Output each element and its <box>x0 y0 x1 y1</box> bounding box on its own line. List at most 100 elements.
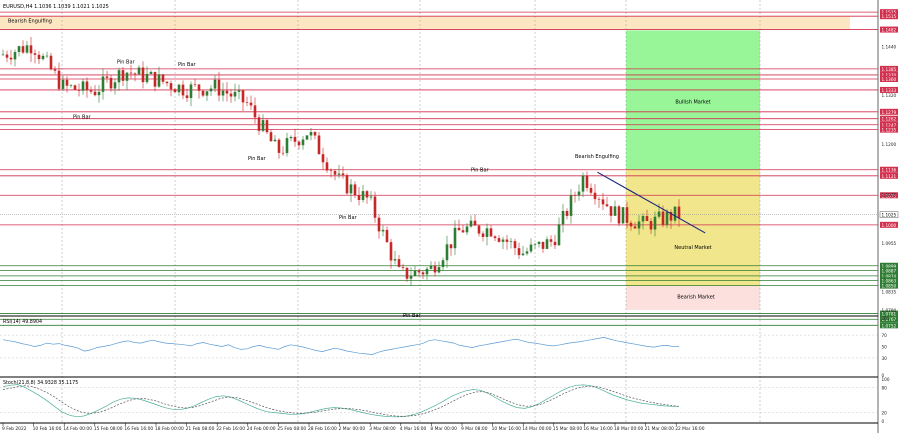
resistance-level-label: 1.1482 <box>882 28 897 33</box>
candle-body <box>589 187 593 193</box>
resistance-level-tag <box>880 76 898 82</box>
candle-body <box>665 212 669 225</box>
candle-body <box>89 90 93 92</box>
candle-body <box>65 79 69 86</box>
candle-body <box>473 220 477 226</box>
candle-body <box>305 135 309 140</box>
date-tick-label: 22 Feb 16:00 <box>216 426 245 432</box>
candle-body <box>333 171 337 175</box>
resistance-level-label: 1.1333 <box>882 88 897 93</box>
candle-body <box>309 132 313 136</box>
date-tick-label: 21 Mar 08:00 <box>645 426 675 432</box>
candle-body <box>45 55 49 57</box>
candle-body <box>421 272 425 275</box>
bearish-engulfing-band <box>0 16 850 30</box>
candle-body <box>281 152 285 154</box>
date-tick-label: 25 Feb 08:00 <box>277 426 306 432</box>
support-level-label: 1.0863 <box>882 278 897 283</box>
resistance-level-tag <box>880 86 898 93</box>
candle-body <box>617 206 621 224</box>
date-tick-label: 16 Mar 16:00 <box>583 426 613 432</box>
candle-body <box>505 239 509 242</box>
support-level-label: 1.0850 <box>882 284 897 289</box>
resistance-level-tag <box>880 108 898 115</box>
resistance-level-tag <box>880 166 898 173</box>
candle-body <box>53 69 57 71</box>
candle-body <box>245 102 249 103</box>
candle-body <box>501 239 505 242</box>
candle-body <box>209 88 213 92</box>
candle-body <box>193 84 197 86</box>
symbol-info-label: EURUSD,H4 1.1036 1.1039 1.1021 1.1025 <box>3 4 109 10</box>
date-tick-label: 8 Mar 00:00 <box>430 426 457 432</box>
candle-body <box>313 132 317 136</box>
candle-body <box>397 259 401 267</box>
candle-body <box>329 170 333 172</box>
price-tick: 1.1075 <box>882 192 897 197</box>
candle-body <box>137 67 141 75</box>
candle-body <box>649 221 653 230</box>
candle-body <box>637 221 641 229</box>
resistance-level-label: 1.1136 <box>882 168 897 173</box>
candle-body <box>197 84 201 91</box>
candle-body <box>49 55 53 70</box>
pin-bar-label: Pin Bar <box>471 167 490 173</box>
support-level-tag <box>880 282 898 289</box>
date-tick-label: 10 Mar 16:00 <box>492 426 522 432</box>
bearish-engulfing-top-label: Bearish Engulfing <box>8 18 52 24</box>
rsi-tick: 70 <box>882 333 888 338</box>
bearish-market-label: Bearish Market <box>677 295 715 301</box>
resistance-level-label: 1.1000 <box>882 223 897 228</box>
candle-body <box>477 225 481 234</box>
date-tick-label: 15 Feb 08:00 <box>94 426 123 432</box>
candle-body <box>633 226 637 229</box>
candle-body <box>593 192 597 200</box>
date-tick-label: 15 Mar 08:00 <box>553 426 583 432</box>
candle-body <box>525 251 529 254</box>
resistance-level-label: 1.1073 <box>882 193 897 198</box>
candle-body <box>345 175 349 194</box>
resistance-level-tag <box>880 9 898 16</box>
resistance-level-tag <box>880 115 898 122</box>
candle-body <box>429 265 433 269</box>
candle-body <box>5 54 9 58</box>
candle-body <box>513 241 517 249</box>
candle-body <box>601 199 605 205</box>
stoch-signal-line <box>2 385 680 417</box>
candle-body <box>29 45 33 54</box>
date-tick-label: 24 Feb 00:00 <box>247 426 276 432</box>
candle-body <box>173 89 177 93</box>
candle-body <box>213 79 217 89</box>
candle-body <box>97 91 101 96</box>
resistance-level-tag <box>880 221 898 228</box>
candle-body <box>153 71 157 87</box>
resistance-level-label: 1.1121 <box>882 174 897 179</box>
candle-body <box>497 238 501 242</box>
resistance-level-label: 1.1525 <box>882 10 897 15</box>
candle-body <box>581 175 585 192</box>
support-level-label: 1.0874 <box>882 274 897 279</box>
candle-body <box>149 71 153 74</box>
candle-body <box>537 241 541 244</box>
candle-body <box>201 90 205 96</box>
date-tick-label: 16 Feb 16:00 <box>124 426 153 432</box>
candle-body <box>545 239 549 249</box>
candle-body <box>433 265 437 273</box>
candle-body <box>241 90 245 103</box>
candle-body <box>277 139 281 153</box>
resistance-level-tag <box>880 65 898 72</box>
candle-body <box>677 206 681 219</box>
candle-body <box>225 90 229 94</box>
bullish-market-zone <box>626 30 760 170</box>
candle-body <box>661 211 665 225</box>
candle-body <box>669 212 673 221</box>
candle-body <box>393 259 397 261</box>
price-tick: 1.1440 <box>882 45 897 50</box>
rsi-tick: 30 <box>882 356 888 361</box>
bullish-market-label: Bullish Market <box>675 99 710 105</box>
price-tick: 1.0835 <box>882 290 897 295</box>
resistance-level-tag <box>880 26 898 33</box>
